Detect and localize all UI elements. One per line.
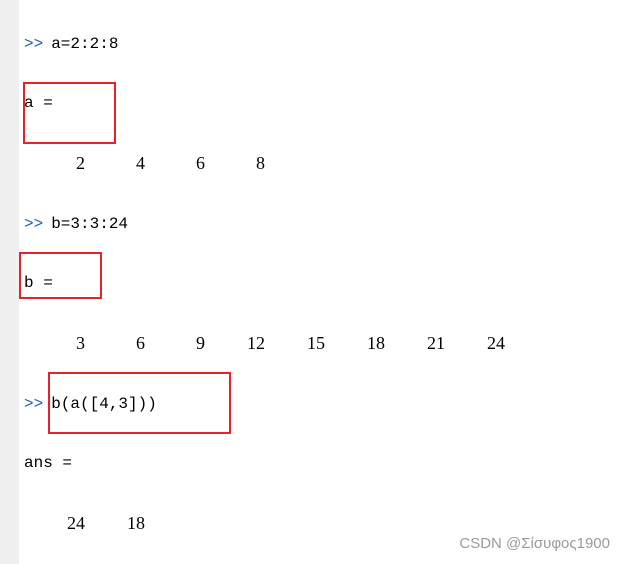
- result-value: 21: [427, 333, 445, 353]
- result-value: 8: [256, 153, 265, 173]
- prompt-symbol: >>: [24, 215, 44, 233]
- result-value: 24: [487, 333, 505, 353]
- result-value: 4: [136, 153, 145, 173]
- watermark: CSDN @Σίσυφος1900: [459, 535, 610, 552]
- command-text: b(a([4,3])): [51, 395, 157, 413]
- result-label: ans =: [24, 454, 73, 472]
- result-value: 6: [196, 153, 205, 173]
- result-value: 3: [76, 333, 85, 353]
- highlight-box-b: [19, 252, 102, 299]
- command-line[interactable]: >> b(a([4,3])): [24, 394, 157, 414]
- left-gutter: [0, 0, 19, 564]
- result-value: 9: [196, 333, 205, 353]
- result-value: 15: [307, 333, 325, 353]
- result-value: 18: [127, 513, 145, 533]
- command-line[interactable]: >> a=2:2:8: [24, 34, 118, 54]
- result-label: b =: [24, 274, 53, 292]
- command-text: b=3:3:24: [51, 215, 129, 233]
- result-value: 24: [67, 513, 85, 533]
- result-value: 2: [76, 153, 85, 173]
- result-value: 12: [247, 333, 265, 353]
- prompt-symbol: >>: [24, 35, 44, 53]
- result-value: 18: [367, 333, 385, 353]
- result-value: 6: [136, 333, 145, 353]
- highlight-box-a: [23, 82, 116, 144]
- result-label: a =: [24, 94, 53, 112]
- command-text: a=2:2:8: [51, 35, 119, 53]
- prompt-symbol: >>: [24, 395, 44, 413]
- command-line[interactable]: >> b=3:3:24: [24, 214, 128, 234]
- highlight-box-command: [48, 372, 231, 434]
